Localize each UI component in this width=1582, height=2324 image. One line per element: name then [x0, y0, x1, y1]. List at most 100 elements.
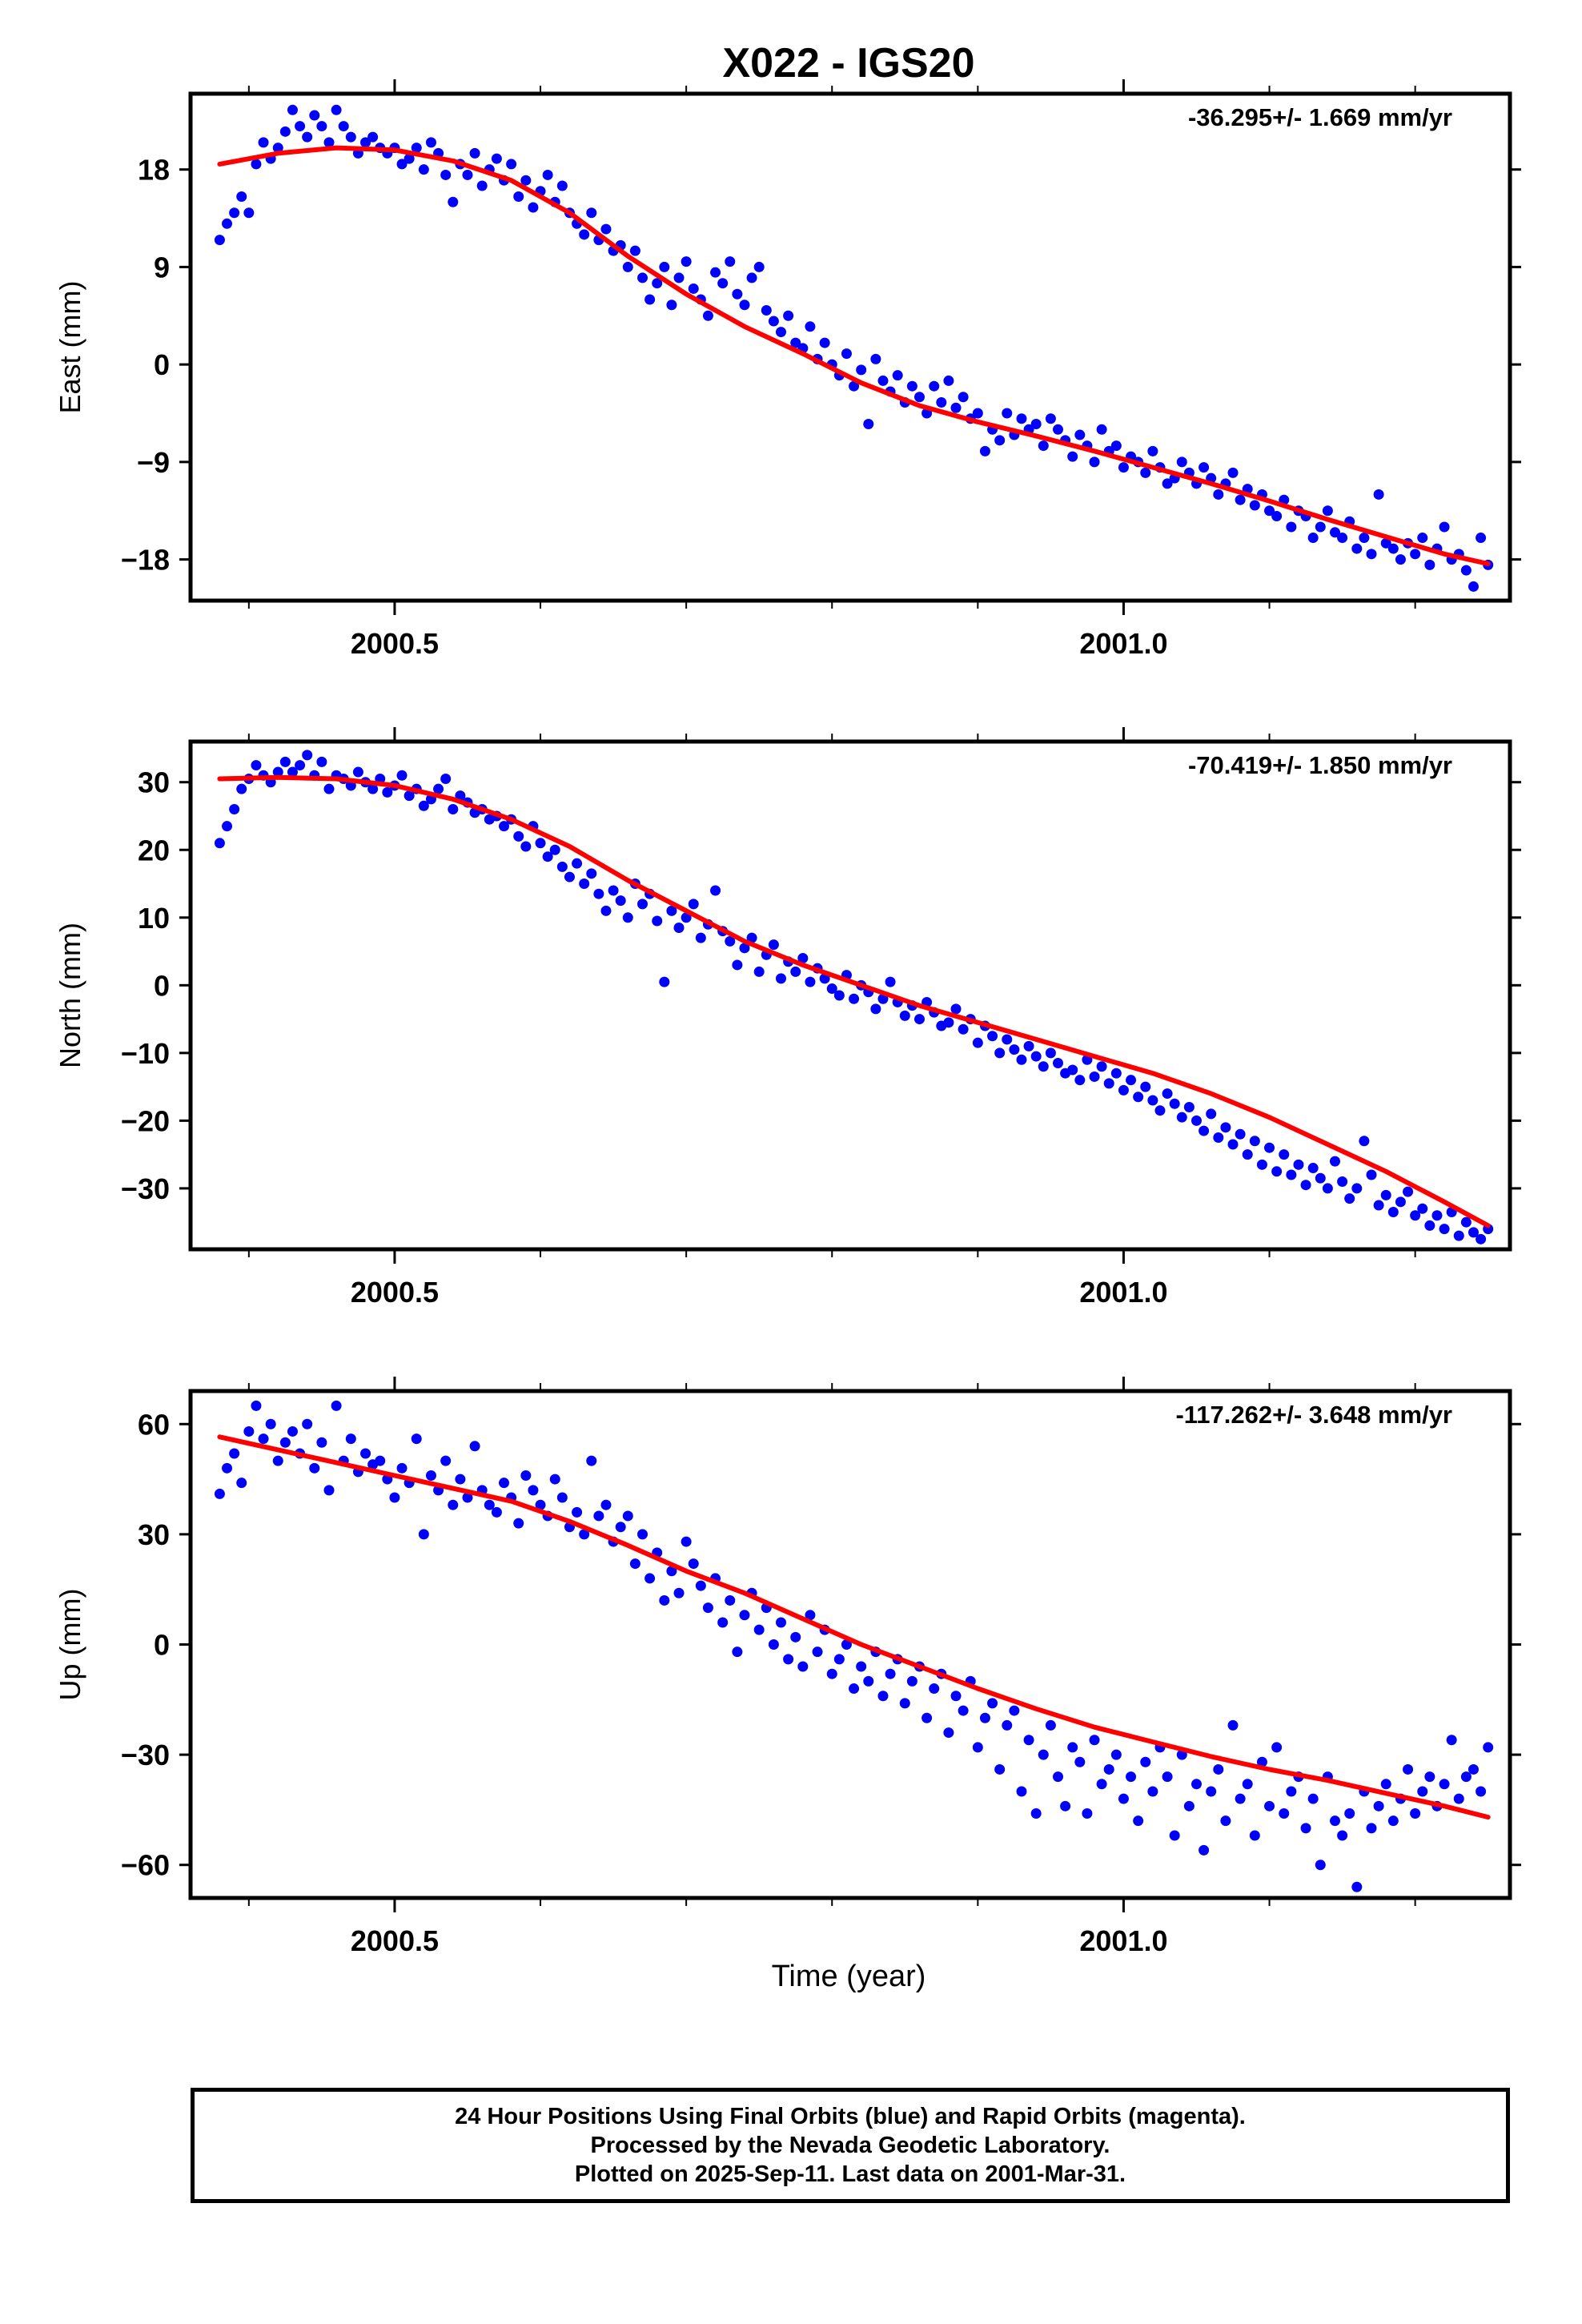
data-point	[725, 935, 736, 947]
data-point	[1403, 1763, 1414, 1775]
data-point	[528, 202, 539, 213]
data-point	[1082, 1808, 1093, 1819]
y-axis-label: North (mm)	[54, 923, 86, 1068]
data-point	[1110, 1068, 1122, 1079]
data-point	[1307, 1793, 1319, 1804]
data-point	[629, 1558, 640, 1570]
data-point	[1468, 1227, 1479, 1238]
data-point	[272, 143, 283, 154]
data-point	[1176, 1112, 1187, 1123]
data-point	[1460, 565, 1472, 576]
data-point	[885, 1668, 896, 1679]
data-point	[295, 121, 306, 132]
data-point	[258, 1433, 269, 1445]
data-point	[1279, 1808, 1290, 1819]
data-point	[462, 1492, 473, 1503]
data-point	[389, 1492, 400, 1503]
data-point	[287, 1425, 298, 1437]
data-point	[790, 1631, 801, 1642]
data-point	[404, 153, 415, 164]
data-point	[411, 143, 422, 154]
data-point	[1315, 1860, 1326, 1871]
data-point	[1191, 1115, 1202, 1126]
data-point	[870, 1003, 881, 1015]
data-point	[681, 1536, 692, 1547]
data-point	[1476, 533, 1487, 544]
data-point	[972, 1037, 983, 1048]
data-point	[586, 1455, 597, 1466]
data-point	[1074, 1756, 1086, 1767]
data-point	[556, 1492, 568, 1503]
data-point	[885, 976, 896, 987]
data-point	[913, 392, 925, 403]
data-point	[1337, 1176, 1348, 1187]
data-point	[732, 959, 743, 971]
data-point	[1052, 1771, 1063, 1783]
data-point	[1220, 1122, 1231, 1133]
data-point	[950, 1003, 962, 1015]
data-point	[1199, 1844, 1210, 1856]
data-point	[877, 375, 889, 386]
data-point	[615, 895, 626, 907]
data-point	[710, 267, 721, 278]
data-point	[279, 756, 291, 767]
fit-line	[217, 774, 1491, 1228]
y-tick-label: 10	[138, 902, 170, 935]
data-point	[323, 783, 335, 794]
data-point	[1483, 1742, 1494, 1753]
data-point	[586, 868, 597, 879]
fit-line	[217, 145, 1491, 566]
data-point	[1344, 1193, 1355, 1204]
plot-frame	[188, 739, 1512, 1252]
data-point	[1067, 1742, 1078, 1753]
data-point	[1140, 467, 1151, 478]
data-point	[323, 1485, 335, 1496]
data-point	[222, 218, 233, 229]
data-point	[833, 990, 845, 1001]
data-point	[1213, 489, 1224, 500]
data-point	[418, 164, 429, 175]
data-point	[1424, 1771, 1435, 1783]
data-point	[1344, 1808, 1355, 1819]
data-point	[790, 966, 801, 977]
data-point	[1103, 1763, 1114, 1775]
data-point	[1235, 494, 1246, 505]
data-point	[229, 804, 240, 815]
data-point	[1395, 554, 1406, 565]
data-point	[746, 272, 757, 283]
data-point	[287, 766, 298, 778]
data-points	[214, 104, 1494, 592]
data-point	[1199, 1125, 1210, 1136]
data-point	[462, 169, 473, 180]
data-point	[1118, 1793, 1129, 1804]
data-point	[295, 760, 306, 771]
data-point	[1351, 1183, 1363, 1194]
y-tick-label: 0	[154, 348, 170, 381]
data-point	[972, 408, 983, 419]
data-point	[1009, 1705, 1020, 1716]
y-tick-label: −30	[121, 1172, 170, 1205]
data-point	[1359, 1136, 1370, 1147]
data-point	[856, 1661, 867, 1672]
y-tick-label: 0	[154, 969, 170, 1002]
data-point	[214, 235, 225, 246]
data-point	[833, 1654, 845, 1665]
data-point	[1249, 500, 1260, 511]
data-point	[681, 256, 692, 267]
data-point	[579, 879, 590, 890]
data-point	[1307, 533, 1319, 544]
data-point	[644, 1573, 656, 1584]
data-point	[666, 905, 677, 916]
y-tick-label: −18	[121, 544, 170, 577]
data-point	[513, 830, 524, 842]
x-tick-label: 2000.5	[351, 627, 439, 660]
data-point	[1199, 462, 1210, 473]
data-point	[1206, 1108, 1217, 1120]
data-point	[1235, 1793, 1246, 1804]
data-point	[549, 1474, 560, 1485]
rate-label: -70.419+/- 1.850 mm/yr	[1188, 751, 1452, 779]
footer-line-processed: Processed by the Nevada Geodetic Laborat…	[590, 2133, 1110, 2158]
data-point	[1074, 429, 1086, 440]
data-point	[236, 783, 247, 794]
data-point	[1147, 1786, 1158, 1797]
